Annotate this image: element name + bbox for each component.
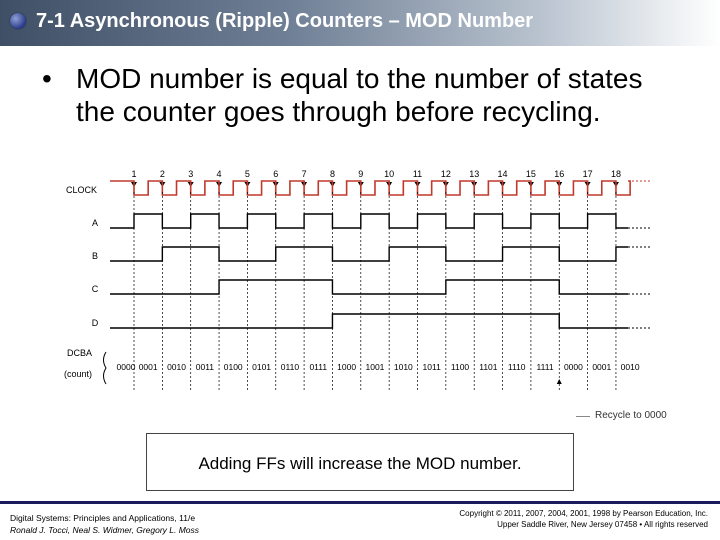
signal-label-b: B bbox=[92, 251, 98, 261]
state-value: 0001 bbox=[139, 362, 158, 372]
state-value: 0010 bbox=[621, 362, 640, 372]
pulse-number: 12 bbox=[441, 169, 451, 179]
signal-label-d: D bbox=[92, 318, 99, 328]
pulse-number: 11 bbox=[413, 169, 422, 179]
state-value: 0100 bbox=[224, 362, 243, 372]
recycle-label: Recycle to 0000 bbox=[595, 410, 667, 421]
pulse-number: 14 bbox=[498, 169, 508, 179]
count-brace bbox=[103, 351, 107, 385]
waveform-a bbox=[110, 213, 628, 229]
state-value: 0000 bbox=[117, 362, 136, 372]
state-value: 1111 bbox=[537, 362, 554, 372]
waveform-b bbox=[110, 246, 628, 262]
footer-book-title: Digital Systems: Principles and Applicat… bbox=[10, 513, 196, 523]
footer-copyright: Copyright © 2011, 2007, 2004, 2001, 1998… bbox=[459, 509, 708, 518]
pulse-number: 9 bbox=[358, 169, 363, 179]
slide-title: 7-1 Asynchronous (Ripple) Counters – MOD… bbox=[36, 10, 534, 32]
signal-label-clock: CLOCK bbox=[66, 185, 97, 195]
pulse-number: 5 bbox=[245, 169, 250, 179]
recycle-up-arrow-icon bbox=[556, 379, 562, 384]
state-value: 0000 bbox=[564, 362, 583, 372]
state-value: 1001 bbox=[366, 362, 385, 372]
footer-publisher: Upper Saddle River, New Jersey 07458 • A… bbox=[497, 520, 708, 529]
pulse-number: 6 bbox=[273, 169, 278, 179]
state-value: 0110 bbox=[281, 362, 300, 372]
pulse-number: 7 bbox=[302, 169, 307, 179]
state-value: 1100 bbox=[451, 362, 470, 372]
timing-diagram: 1 2 3 4 5 6 7 8 9 10 11 12 13 14 15 16 17 18CLOCKABCDDCBA… bbox=[64, 169, 652, 392]
pulse-number: 15 bbox=[526, 169, 536, 179]
pulse-number: 3 bbox=[188, 169, 193, 179]
state-value: 1110 bbox=[508, 362, 526, 372]
state-value: 1101 bbox=[479, 362, 498, 372]
state-value: 0010 bbox=[167, 362, 186, 372]
recycle-legend-line bbox=[576, 416, 590, 417]
state-value: 1010 bbox=[394, 362, 413, 372]
state-value: 0111 bbox=[309, 362, 327, 372]
footer-left: Digital Systems: Principles and Applicat… bbox=[10, 512, 199, 536]
pulse-number: 17 bbox=[583, 169, 593, 179]
footer-rule bbox=[0, 501, 720, 504]
callout-box: Adding FFs will increase the MOD number. bbox=[146, 433, 574, 491]
state-value: 1000 bbox=[337, 362, 356, 372]
pulse-number: 8 bbox=[330, 169, 335, 179]
pulse-number: 18 bbox=[611, 169, 621, 179]
signal-label-a: A bbox=[92, 218, 98, 228]
title-bullet-icon bbox=[10, 13, 26, 29]
pulse-number: 16 bbox=[554, 169, 564, 179]
pulse-number: 1 bbox=[131, 169, 136, 179]
state-value: 0001 bbox=[592, 362, 611, 372]
count-label: DCBA bbox=[67, 348, 92, 358]
clock-waveform bbox=[110, 180, 631, 196]
callout-text: Adding FFs will increase the MOD number. bbox=[198, 454, 522, 473]
state-value: 0011 bbox=[196, 362, 215, 372]
count-sublabel: (count) bbox=[64, 369, 92, 379]
waveform-c bbox=[110, 279, 628, 295]
footer-authors: Ronald J. Tocci, Neal S. Widmer, Gregory… bbox=[10, 525, 200, 535]
pulse-number: 4 bbox=[217, 169, 222, 179]
waveform-d bbox=[110, 313, 628, 329]
pulse-number: 2 bbox=[160, 169, 165, 179]
bullet-icon: • bbox=[42, 63, 52, 94]
state-value: 1011 bbox=[423, 362, 442, 372]
pulse-number: 13 bbox=[469, 169, 479, 179]
signal-label-c: C bbox=[92, 284, 99, 294]
bullet-text: MOD number is equal to the number of sta… bbox=[76, 63, 643, 127]
pulse-number: 10 bbox=[384, 169, 394, 179]
state-value: 0101 bbox=[252, 362, 271, 372]
footer-right: Copyright © 2011, 2007, 2004, 2001, 1998… bbox=[459, 508, 708, 530]
title-bar: 7-1 Asynchronous (Ripple) Counters – MOD… bbox=[0, 0, 720, 46]
